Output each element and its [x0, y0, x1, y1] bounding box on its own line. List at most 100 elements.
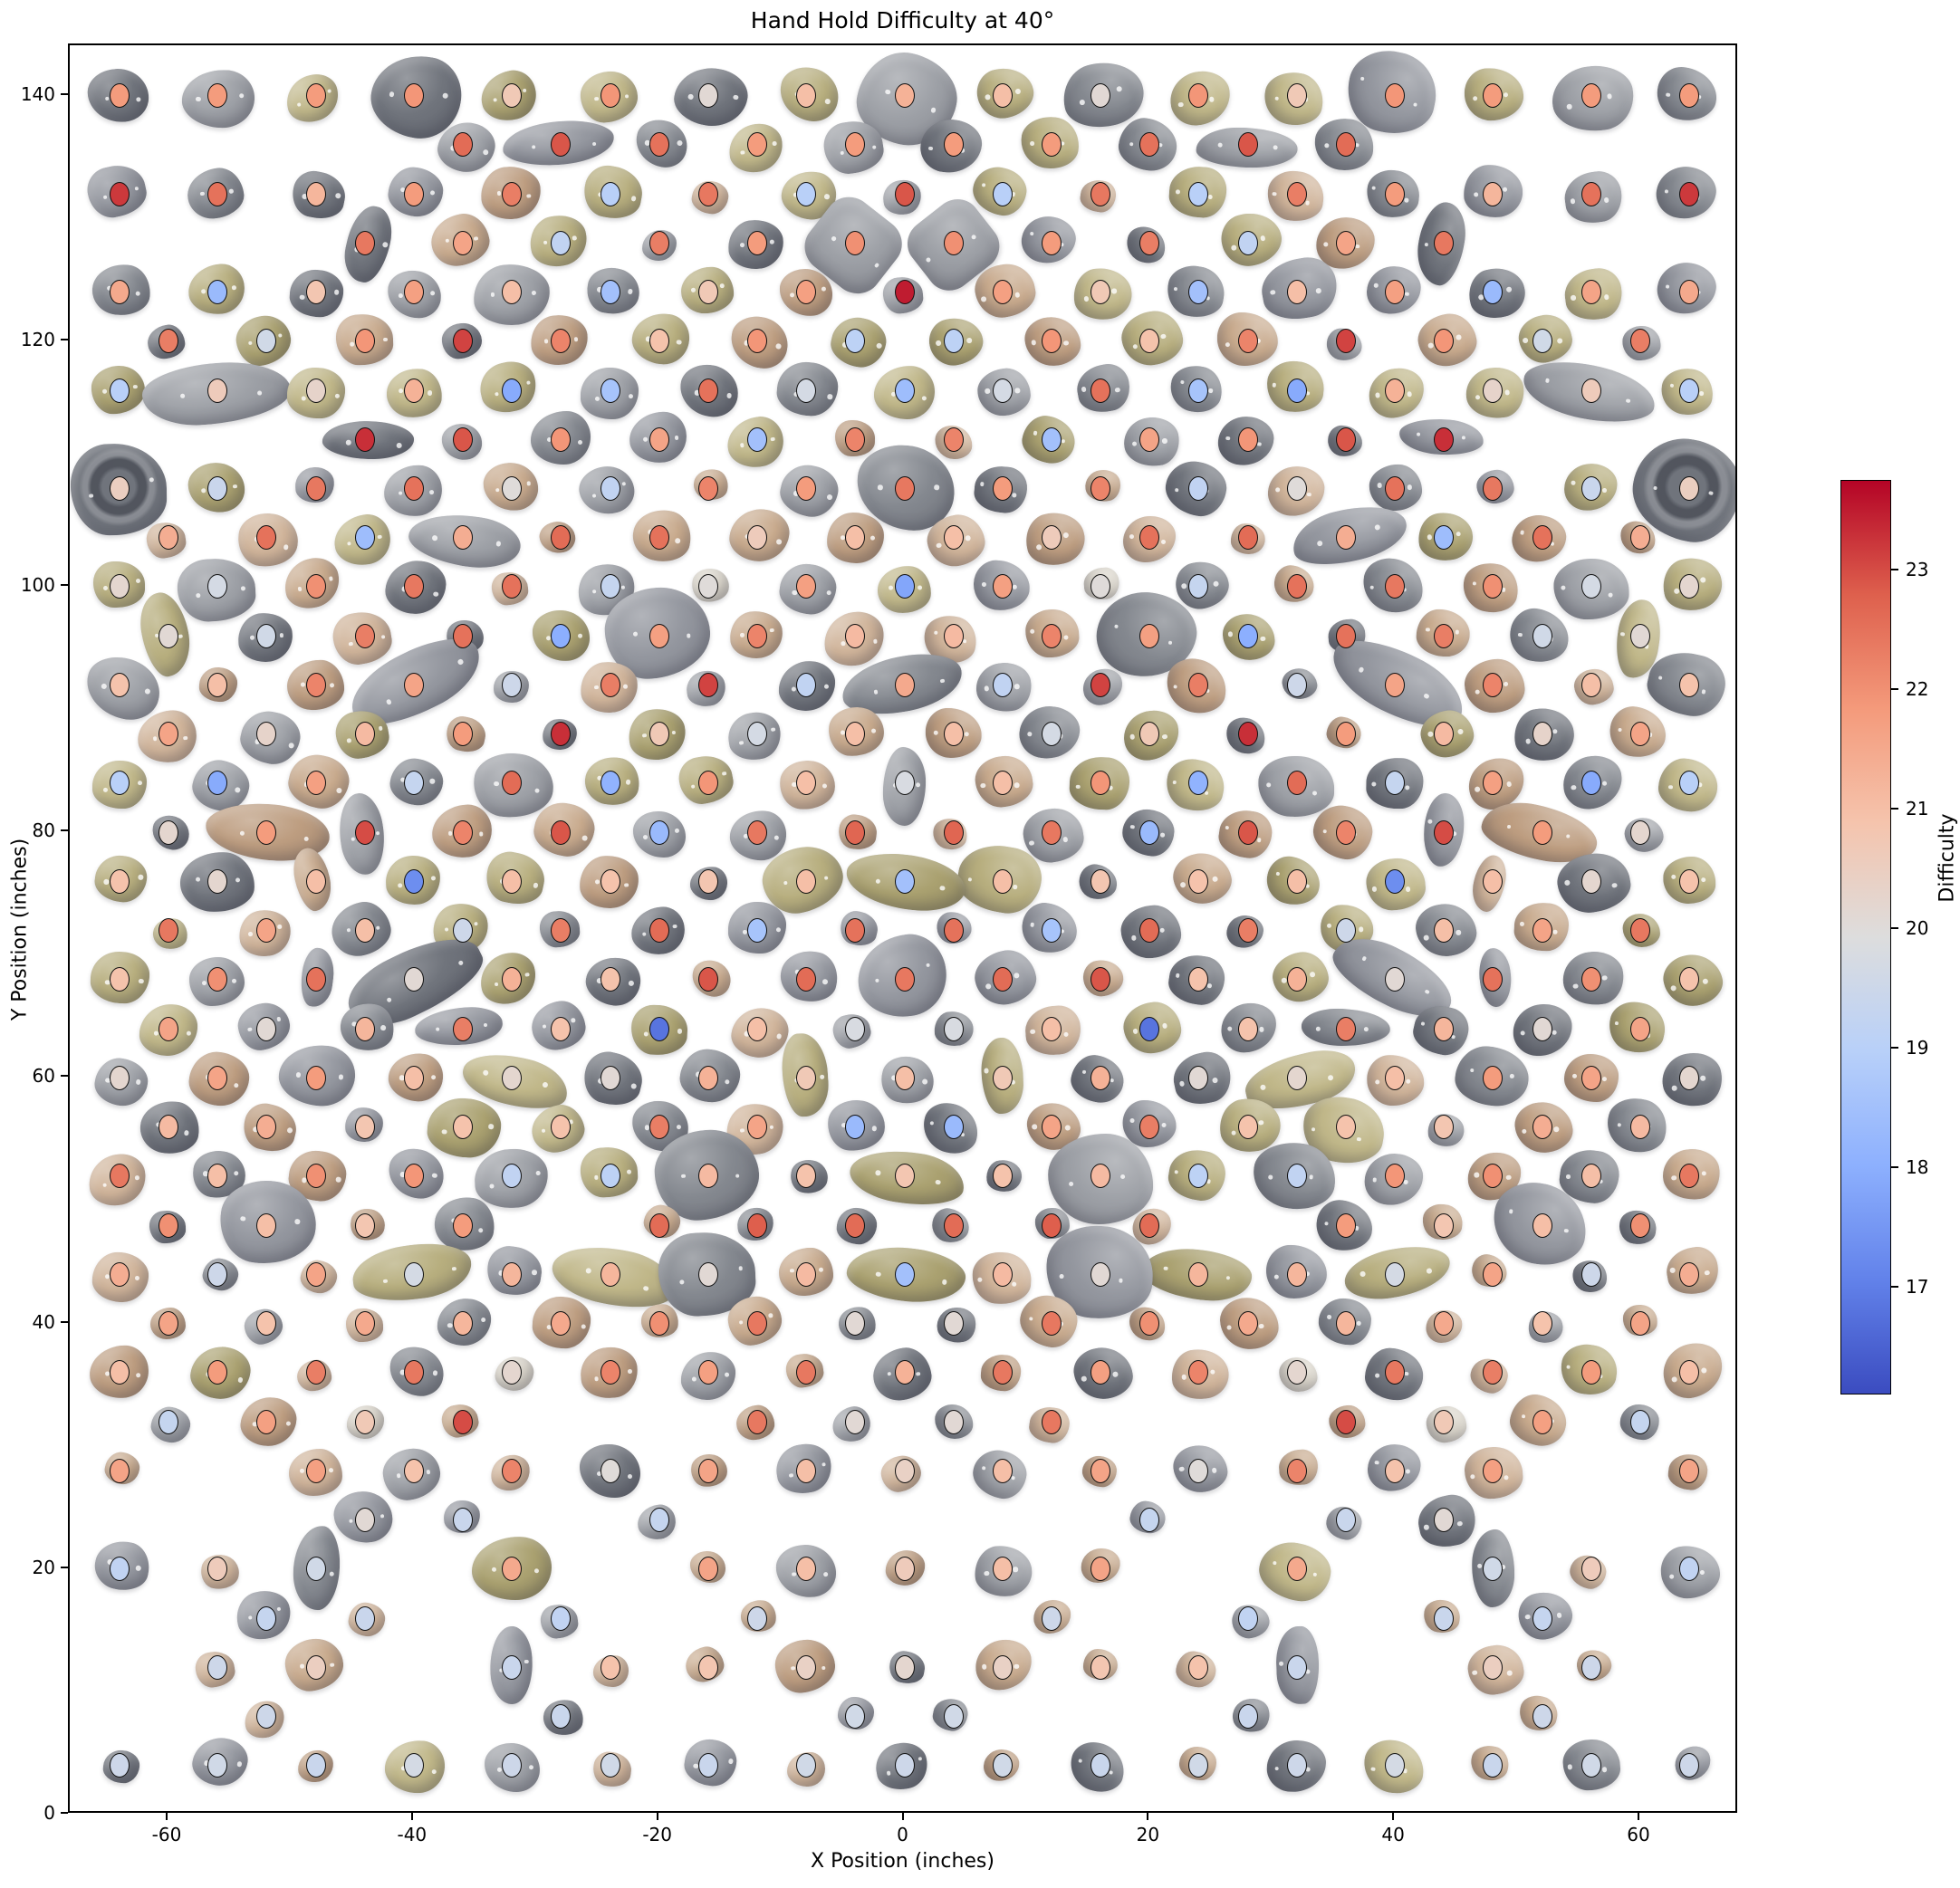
bolt-hole-dot: [1014, 291, 1021, 298]
difficulty-marker: [697, 1164, 718, 1189]
colorbar-tick-label: 17: [1906, 1276, 1929, 1299]
bolt-hole-dot: [531, 290, 536, 295]
bolt-hole-dot: [1469, 1068, 1475, 1073]
difficulty-marker: [1629, 329, 1650, 354]
bolt-hole-dot: [628, 980, 635, 987]
bolt-hole-dot: [134, 1275, 140, 1280]
difficulty-marker: [1385, 181, 1406, 206]
difficulty-marker: [894, 868, 915, 894]
difficulty-marker: [207, 672, 228, 697]
difficulty-marker: [943, 819, 964, 845]
bolt-hole-dot: [790, 1268, 795, 1273]
difficulty-marker: [1580, 771, 1601, 796]
bolt-hole-dot: [1357, 1320, 1362, 1326]
bolt-hole-dot: [1326, 922, 1331, 928]
y-tick-label: 60: [32, 1065, 55, 1088]
difficulty-marker: [1483, 1261, 1504, 1287]
bolt-hole-dot: [493, 97, 498, 102]
difficulty-marker: [1434, 1016, 1455, 1041]
difficulty-marker: [207, 1065, 228, 1090]
bolt-hole-dot: [385, 698, 393, 705]
difficulty-marker: [697, 378, 718, 403]
bolt-hole-dot: [824, 876, 830, 880]
bolt-hole-dot: [334, 192, 341, 199]
difficulty-marker: [894, 83, 915, 109]
bolt-hole-dot: [1556, 337, 1563, 344]
bolt-hole-dot: [1426, 627, 1431, 632]
bolt-hole-dot: [283, 544, 290, 551]
bolt-hole-dot: [1029, 231, 1034, 236]
bolt-hole-dot: [257, 390, 263, 396]
bolt-hole-dot: [1159, 832, 1165, 838]
difficulty-marker: [1188, 1654, 1209, 1680]
bolt-hole-dot: [831, 235, 837, 242]
bolt-hole-dot: [738, 1320, 744, 1326]
difficulty-marker: [1483, 771, 1504, 796]
bolt-hole-dot: [1522, 1128, 1528, 1135]
difficulty-marker: [1188, 1458, 1209, 1483]
difficulty-marker: [305, 1458, 326, 1483]
difficulty-marker: [1237, 1016, 1258, 1041]
difficulty-marker: [109, 1360, 130, 1385]
bolt-hole-dot: [644, 1030, 649, 1037]
bolt-hole-dot: [768, 1125, 773, 1130]
difficulty-marker: [796, 476, 817, 502]
bolt-hole-dot: [1129, 733, 1136, 740]
bolt-hole-dot: [398, 882, 403, 887]
difficulty-marker: [894, 280, 915, 305]
bolt-hole-dot: [984, 1068, 990, 1074]
difficulty-marker: [1237, 819, 1258, 845]
difficulty-marker: [1580, 378, 1601, 403]
difficulty-marker: [1532, 819, 1552, 845]
difficulty-marker: [207, 181, 228, 206]
bolt-hole-dot: [1081, 1375, 1087, 1383]
bolt-hole-dot: [623, 684, 629, 689]
difficulty-marker: [1286, 1654, 1307, 1680]
bolt-hole-dot: [149, 477, 155, 483]
bolt-hole-dot: [1323, 1222, 1329, 1227]
difficulty-marker: [305, 476, 326, 502]
difficulty-marker: [1335, 1311, 1356, 1337]
difficulty-marker: [845, 1704, 866, 1730]
bolt-hole-dot: [1114, 623, 1119, 628]
bolt-hole-dot: [1110, 287, 1117, 294]
difficulty-marker: [1629, 1409, 1650, 1434]
y-tick-mark: [61, 1812, 68, 1814]
bolt-hole-dot: [768, 1313, 773, 1318]
bolt-hole-dot: [985, 388, 991, 395]
bolt-hole-dot: [1601, 488, 1607, 494]
difficulty-marker: [1237, 426, 1258, 452]
difficulty-marker: [796, 771, 817, 796]
bolt-hole-dot: [1505, 781, 1513, 788]
bolt-hole-dot: [595, 878, 600, 884]
bolt-hole-dot: [687, 93, 695, 101]
difficulty-marker: [894, 1164, 915, 1189]
bolt-hole-dot: [1568, 1764, 1573, 1770]
bolt-hole-dot: [1207, 388, 1213, 393]
bolt-hole-dot: [279, 633, 284, 638]
bolt-hole-dot: [456, 959, 464, 966]
difficulty-marker: [697, 1261, 718, 1287]
bolt-hole-dot: [1565, 1174, 1571, 1179]
difficulty-marker: [697, 1458, 718, 1483]
difficulty-marker: [1629, 623, 1650, 648]
difficulty-marker: [1041, 819, 1062, 845]
bolt-hole-dot: [430, 290, 436, 296]
bolt-hole-dot: [178, 634, 184, 639]
difficulty-marker: [845, 230, 866, 255]
bolt-hole-dot: [1268, 1175, 1273, 1181]
bolt-hole-dot: [629, 394, 634, 399]
difficulty-marker: [1041, 1016, 1062, 1041]
bolt-hole-dot: [1571, 1073, 1577, 1078]
difficulty-marker: [1483, 1557, 1504, 1582]
bolt-hole-dot: [137, 781, 142, 786]
difficulty-marker: [1090, 280, 1111, 305]
bolt-hole-dot: [775, 343, 782, 350]
bolt-hole-dot: [236, 1761, 244, 1768]
difficulty-marker: [1041, 1605, 1062, 1631]
difficulty-marker: [109, 1065, 130, 1090]
bolt-hole-dot: [201, 488, 207, 494]
difficulty-marker: [992, 1753, 1013, 1778]
bolt-hole-dot: [1227, 1026, 1234, 1032]
difficulty-marker: [305, 771, 326, 796]
